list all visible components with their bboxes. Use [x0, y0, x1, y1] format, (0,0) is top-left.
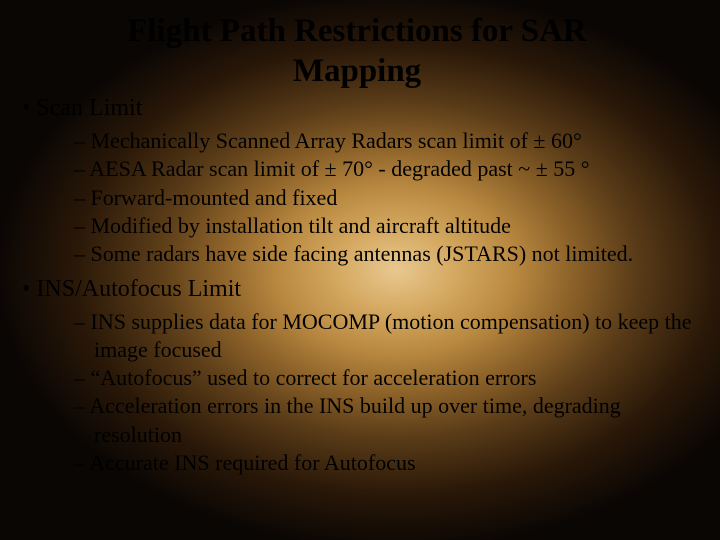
list-item: Accurate INS required for Autofocus: [22, 449, 692, 477]
title-line-1: Flight Path Restrictions for SAR: [127, 13, 587, 49]
list-item: Some radars have side facing antennas (J…: [22, 240, 692, 268]
title-line-2: Mapping: [293, 53, 421, 89]
list-item: Forward-mounted and fixed: [22, 184, 692, 212]
scan-limit-items: Mechanically Scanned Array Radars scan l…: [22, 127, 692, 268]
section-scan-limit-label: • Scan Limit: [22, 95, 142, 121]
section-ins-autofocus-label: • INS/Autofocus Limit: [22, 276, 241, 302]
list-item: INS supplies data for MOCOMP (motion com…: [22, 308, 692, 364]
ins-autofocus-items: INS supplies data for MOCOMP (motion com…: [22, 308, 692, 477]
slide-title: Flight Path Restrictions for SAR Mapping: [52, 12, 662, 91]
list-item: Modified by installation tilt and aircra…: [22, 212, 692, 240]
section-scan-limit: • Scan Limit: [22, 93, 692, 123]
list-item: Acceleration errors in the INS build up …: [22, 392, 692, 448]
slide-container: Flight Path Restrictions for SAR Mapping…: [0, 0, 720, 540]
section-ins-autofocus: • INS/Autofocus Limit: [22, 274, 692, 304]
list-item: AESA Radar scan limit of ± 70° - degrade…: [22, 155, 692, 183]
list-item: “Autofocus” used to correct for accelera…: [22, 364, 692, 392]
list-item: Mechanically Scanned Array Radars scan l…: [22, 127, 692, 155]
